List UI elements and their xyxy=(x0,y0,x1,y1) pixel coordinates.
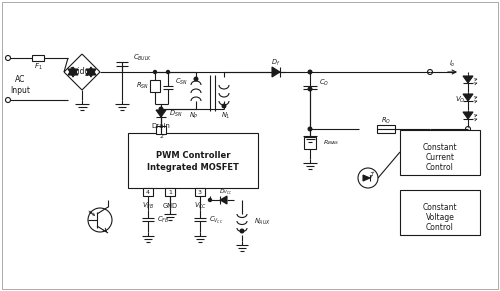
Bar xyxy=(128,133,258,188)
Text: $D_{SN}$: $D_{SN}$ xyxy=(169,109,182,119)
Bar xyxy=(400,130,480,175)
Text: Current: Current xyxy=(426,153,454,162)
Text: $N_P$: $N_P$ xyxy=(189,111,199,121)
Bar xyxy=(400,190,480,235)
Circle shape xyxy=(6,97,10,102)
Bar xyxy=(377,125,395,133)
Circle shape xyxy=(240,229,244,233)
Text: $C_{BULK}$: $C_{BULK}$ xyxy=(133,53,152,63)
Text: Integrated MOSFET: Integrated MOSFET xyxy=(147,164,239,173)
Polygon shape xyxy=(220,196,227,204)
Polygon shape xyxy=(463,94,473,101)
Circle shape xyxy=(166,70,170,74)
Polygon shape xyxy=(68,67,78,75)
Text: GND: GND xyxy=(162,203,178,209)
Circle shape xyxy=(358,168,378,188)
Circle shape xyxy=(208,198,212,201)
Polygon shape xyxy=(272,67,280,77)
Text: $N_1$: $N_1$ xyxy=(221,111,231,121)
Text: Drain: Drain xyxy=(152,123,171,129)
Text: Control: Control xyxy=(426,164,454,173)
Text: $C_{FB}$: $C_{FB}$ xyxy=(157,215,169,225)
Text: Bridge: Bridge xyxy=(70,68,94,77)
Text: $C_{V_{CC}}$: $C_{V_{CC}}$ xyxy=(209,214,224,226)
Text: Control: Control xyxy=(426,223,454,233)
Circle shape xyxy=(222,104,226,108)
Text: $F_1$: $F_1$ xyxy=(34,62,42,72)
Text: $R_{BIAS}$: $R_{BIAS}$ xyxy=(323,139,340,148)
Polygon shape xyxy=(463,76,473,83)
Bar xyxy=(143,188,153,196)
Text: $V_O$: $V_O$ xyxy=(455,95,466,105)
Polygon shape xyxy=(68,69,78,77)
Text: $C_O$: $C_O$ xyxy=(319,78,329,88)
Text: 4: 4 xyxy=(146,189,150,194)
Text: $N_{AUX}$: $N_{AUX}$ xyxy=(254,217,271,227)
Polygon shape xyxy=(86,67,96,75)
Text: 2: 2 xyxy=(159,134,163,139)
Text: AC
Input: AC Input xyxy=(10,75,30,95)
Bar xyxy=(32,55,44,61)
Text: 3: 3 xyxy=(198,189,202,194)
Text: PWM Controller: PWM Controller xyxy=(156,150,230,159)
Circle shape xyxy=(194,77,198,81)
Text: $R_{SN}$: $R_{SN}$ xyxy=(136,81,149,91)
Text: $i_o$: $i_o$ xyxy=(448,59,456,69)
Text: Constant: Constant xyxy=(422,203,458,212)
Circle shape xyxy=(88,208,112,232)
Text: $D_{V_{CC}}$: $D_{V_{CC}}$ xyxy=(219,187,233,197)
Circle shape xyxy=(6,56,10,61)
Polygon shape xyxy=(86,69,96,77)
Text: $V_{FB}$: $V_{FB}$ xyxy=(142,201,154,211)
Bar xyxy=(156,126,166,134)
Circle shape xyxy=(308,87,312,91)
Circle shape xyxy=(159,107,163,111)
Text: $R_O$: $R_O$ xyxy=(381,116,391,126)
Bar xyxy=(304,137,316,149)
Polygon shape xyxy=(156,110,166,117)
Circle shape xyxy=(466,127,470,132)
Circle shape xyxy=(428,70,432,74)
Bar xyxy=(195,188,205,196)
Text: Constant: Constant xyxy=(422,143,458,152)
Circle shape xyxy=(308,127,312,131)
Circle shape xyxy=(154,70,156,74)
Polygon shape xyxy=(463,112,473,119)
Text: 1: 1 xyxy=(168,189,172,194)
Text: Voltage: Voltage xyxy=(426,214,454,223)
Circle shape xyxy=(308,70,312,74)
Bar xyxy=(165,188,175,196)
Text: $D_f$: $D_f$ xyxy=(272,58,280,68)
Polygon shape xyxy=(363,175,370,181)
Bar xyxy=(150,80,160,92)
Text: $V_{CC}$: $V_{CC}$ xyxy=(194,201,206,211)
Text: $C_{SN}$: $C_{SN}$ xyxy=(175,77,188,87)
